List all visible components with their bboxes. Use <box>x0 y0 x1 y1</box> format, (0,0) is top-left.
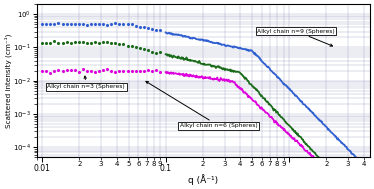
Point <box>112 41 118 44</box>
Point <box>76 70 82 73</box>
Point <box>43 70 49 73</box>
Point <box>96 41 102 44</box>
Point <box>84 70 90 73</box>
Point <box>153 69 159 72</box>
Point <box>157 51 163 54</box>
Point <box>55 68 61 71</box>
Point <box>39 69 45 72</box>
Point <box>72 41 78 44</box>
Point <box>129 70 135 73</box>
Point <box>116 23 122 26</box>
Point <box>145 49 151 52</box>
Point <box>47 71 53 74</box>
Point <box>129 44 135 47</box>
Point <box>43 22 49 26</box>
Point <box>157 70 163 73</box>
Point <box>141 69 147 72</box>
Point <box>51 69 57 72</box>
Point <box>72 69 78 72</box>
Point <box>108 70 114 73</box>
Point <box>92 23 98 26</box>
Point <box>59 42 65 45</box>
Point <box>157 29 163 32</box>
Point <box>133 45 139 48</box>
Point <box>72 22 78 25</box>
Point <box>88 69 94 72</box>
Point <box>64 23 70 26</box>
Point <box>116 43 122 46</box>
Point <box>55 22 61 25</box>
Point <box>80 22 86 25</box>
Point <box>137 25 143 28</box>
Point <box>100 40 106 43</box>
Point <box>125 69 131 72</box>
Point <box>96 69 102 72</box>
Text: Alkyl chain n=3 (Spheres): Alkyl chain n=3 (Spheres) <box>47 76 125 89</box>
Point <box>108 41 114 44</box>
Point <box>68 22 74 26</box>
Point <box>141 47 147 50</box>
Point <box>68 69 74 72</box>
Point <box>88 22 94 26</box>
Point <box>76 22 82 25</box>
Point <box>133 70 139 73</box>
Point <box>112 70 118 74</box>
Point <box>149 50 155 53</box>
Point <box>104 24 110 27</box>
Point <box>112 22 118 25</box>
Point <box>100 69 106 72</box>
Point <box>92 40 98 43</box>
Point <box>59 70 65 73</box>
Point <box>141 26 147 29</box>
Point <box>88 42 94 45</box>
Point <box>39 23 45 26</box>
Point <box>43 42 49 45</box>
Point <box>116 69 122 72</box>
Point <box>120 23 126 26</box>
Point <box>133 25 139 28</box>
Y-axis label: Scattered intensity (cm⁻¹): Scattered intensity (cm⁻¹) <box>4 34 12 128</box>
Point <box>125 22 131 26</box>
Point <box>120 69 126 72</box>
Point <box>145 27 151 30</box>
Point <box>108 23 114 26</box>
Point <box>137 46 143 49</box>
X-axis label: q (Å⁻¹): q (Å⁻¹) <box>188 174 218 185</box>
Point <box>84 42 90 45</box>
Point <box>153 51 159 54</box>
Text: Alkyl chain n=6 (Spheres): Alkyl chain n=6 (Spheres) <box>146 81 258 128</box>
Point <box>59 22 65 25</box>
Point <box>84 23 90 26</box>
Point <box>129 22 135 25</box>
Point <box>55 42 61 45</box>
Point <box>47 42 53 45</box>
Point <box>68 42 74 45</box>
Point <box>104 68 110 71</box>
Point <box>153 29 159 32</box>
Point <box>64 41 70 44</box>
Point <box>149 28 155 31</box>
Point <box>96 22 102 25</box>
Point <box>80 68 86 71</box>
Point <box>145 68 151 71</box>
Point <box>137 70 143 73</box>
Point <box>80 41 86 44</box>
Text: Alkyl chain n=9 (Spheres): Alkyl chain n=9 (Spheres) <box>257 29 335 46</box>
Point <box>149 70 155 73</box>
Point <box>64 69 70 72</box>
Point <box>39 41 45 44</box>
Point <box>47 23 53 26</box>
Point <box>125 44 131 47</box>
Point <box>100 22 106 25</box>
Point <box>104 41 110 44</box>
Point <box>76 40 82 43</box>
Point <box>51 40 57 43</box>
Point <box>92 70 98 73</box>
Point <box>120 43 126 46</box>
Point <box>51 23 57 26</box>
